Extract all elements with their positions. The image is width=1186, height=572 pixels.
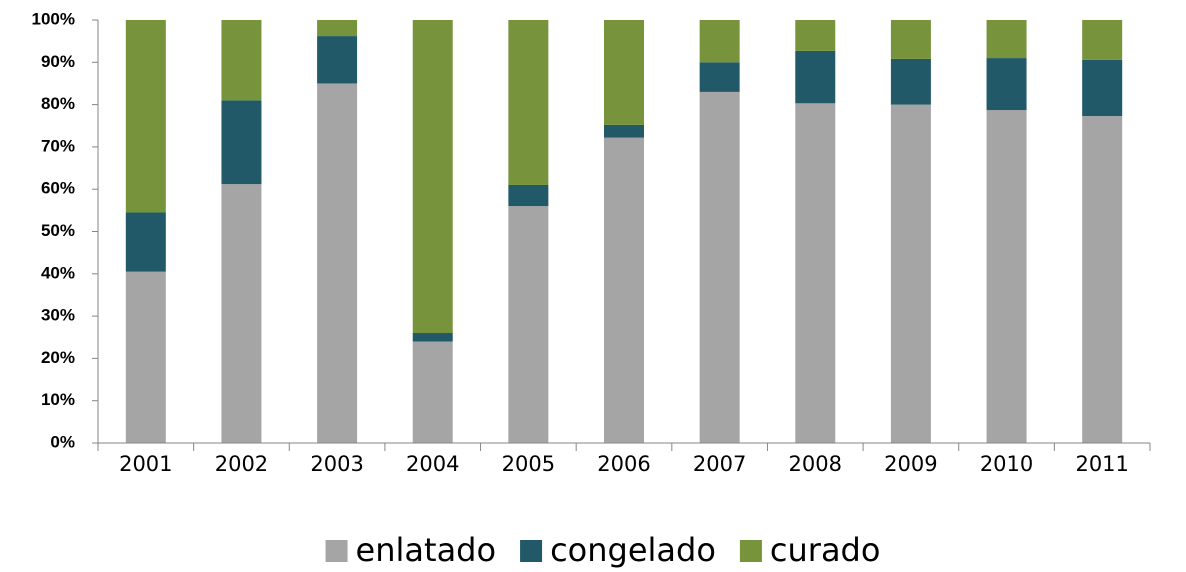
x-tick-label: 2002: [215, 452, 268, 476]
legend-label: curado: [770, 531, 881, 569]
bar-segment: [1082, 116, 1123, 444]
bar-segment: [125, 271, 166, 443]
bar-segment: [412, 20, 453, 334]
bar-segment: [317, 83, 358, 443]
y-tick-label: 60%: [41, 179, 75, 198]
bar-segment: [412, 333, 453, 342]
x-tick-label: 2003: [310, 452, 363, 476]
bar-segment: [604, 20, 644, 125]
bar-segment: [795, 50, 836, 104]
bar-segment: [986, 20, 1027, 59]
bar-segment: [890, 58, 931, 105]
legend-label: enlatado: [356, 531, 497, 569]
bar-segment: [890, 104, 931, 443]
y-tick-label: 100%: [32, 9, 75, 28]
legend-swatch: [325, 540, 348, 562]
bar-segment: [1082, 59, 1123, 117]
legend-label: congelado: [550, 531, 716, 569]
bar-segment: [699, 20, 740, 63]
bar-segment: [221, 184, 262, 443]
x-tick-label: 2001: [119, 452, 172, 476]
y-tick-label: 50%: [41, 221, 75, 240]
bar-segment: [317, 36, 358, 84]
bar-segment: [604, 137, 644, 443]
y-tick-label: 70%: [41, 136, 75, 155]
x-tick-label: 2010: [980, 452, 1033, 476]
y-tick-label: 90%: [41, 52, 75, 71]
bar-segment: [412, 341, 453, 443]
x-tick-label: 2004: [406, 452, 459, 476]
y-tick-label: 10%: [41, 390, 75, 409]
y-tick-label: 40%: [41, 263, 75, 282]
bar-segment: [1082, 20, 1123, 60]
y-tick-label: 0%: [50, 432, 75, 451]
x-tick-label: 2008: [789, 452, 842, 476]
y-tick-label: 20%: [41, 348, 75, 367]
x-tick-label: 2005: [502, 452, 555, 476]
legend-swatch: [739, 540, 762, 562]
bar-segment: [699, 62, 740, 92]
bar-segment: [795, 103, 836, 444]
bar-segment: [890, 20, 931, 59]
bar-segment: [508, 20, 549, 185]
bar-segment: [508, 184, 549, 207]
bar-segment: [125, 212, 166, 272]
bar-segment: [125, 20, 166, 213]
x-tick-label: 2009: [884, 452, 937, 476]
bar-segment: [604, 124, 644, 138]
bar-segment: [221, 100, 262, 185]
y-tick-label: 30%: [41, 306, 75, 325]
bar-segment: [986, 110, 1027, 443]
bar-segment: [795, 20, 836, 51]
bar-segment: [508, 206, 549, 443]
bar-segment: [986, 58, 1027, 111]
x-tick-label: 2007: [693, 452, 746, 476]
x-tick-label: 2006: [597, 452, 650, 476]
legend-swatch: [520, 540, 543, 562]
bar-segment: [317, 20, 358, 37]
bar-segment: [221, 20, 262, 101]
x-tick-label: 2011: [1075, 452, 1128, 476]
bar-segment: [699, 91, 740, 443]
y-tick-label: 80%: [41, 94, 75, 113]
